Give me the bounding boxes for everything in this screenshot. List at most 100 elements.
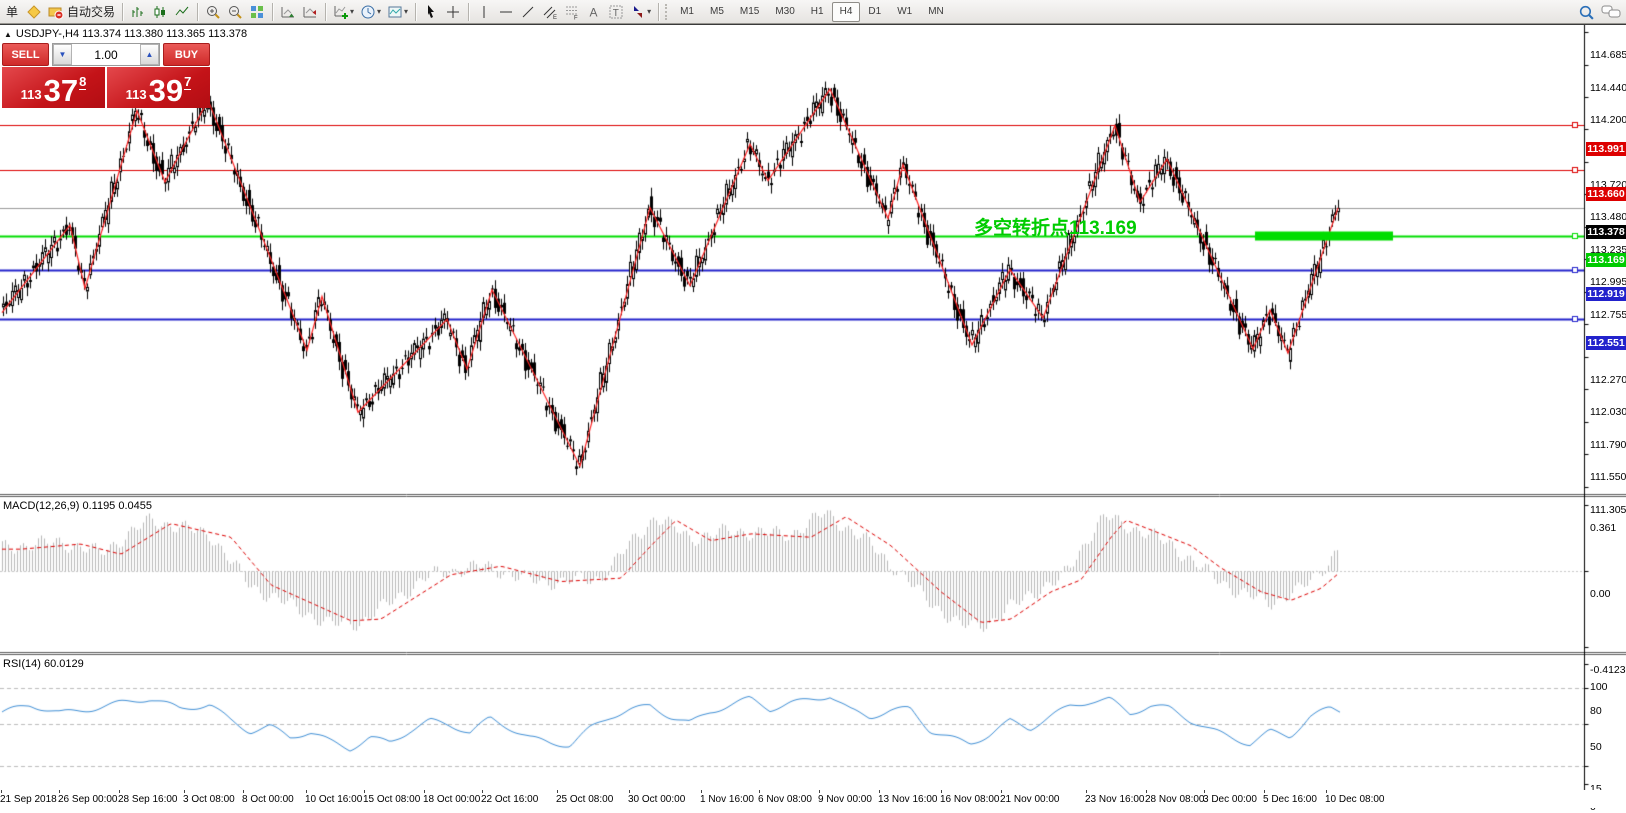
date-label: 9 Nov 00:00 — [818, 794, 872, 805]
chart-window: ▲ USDJPY-,H4 113.374 113.380 113.365 113.… — [0, 24, 1626, 813]
date-tick — [941, 790, 942, 793]
date-tick — [819, 790, 820, 793]
price-tick-label: 111.790 — [1590, 438, 1626, 451]
date-label: 3 Dec 00:00 — [1203, 794, 1257, 805]
date-tick — [424, 790, 425, 793]
date-label: 10 Dec 08:00 — [1325, 794, 1385, 805]
vertical-line-icon[interactable] — [473, 1, 495, 22]
zoom-out-icon[interactable] — [224, 1, 246, 22]
date-label: 1 Nov 16:00 — [700, 794, 754, 805]
date-label: 21 Sep 2018 — [0, 794, 57, 805]
sell-price-tile[interactable]: 113 37 8 — [2, 67, 105, 108]
search-icon[interactable] — [1575, 2, 1598, 23]
timeframe-button-mn[interactable]: MN — [928, 6, 944, 17]
timeframe-button-m15[interactable]: M15 — [739, 6, 760, 17]
date-label: 25 Oct 08:00 — [556, 794, 614, 805]
periods-button[interactable]: ▾ — [357, 1, 384, 22]
new-order-button[interactable]: 单 — [5, 5, 18, 19]
volume-decrease-button[interactable]: ▼ — [53, 44, 72, 65]
arrows-button[interactable]: ▾ — [627, 1, 654, 22]
date-label: 22 Oct 16:00 — [481, 794, 539, 805]
trendline-icon[interactable] — [517, 1, 539, 22]
date-tick — [759, 790, 760, 793]
buy-price-prefix: 113 — [125, 87, 147, 102]
date-tick — [306, 790, 307, 793]
price-tick-label: 112.755 — [1590, 308, 1626, 321]
price-tick-label: 112.030 — [1590, 406, 1626, 419]
price-tick-label: 112.270 — [1590, 374, 1626, 387]
date-label: 5 Dec 16:00 — [1263, 794, 1317, 805]
sell-button[interactable]: SELL — [2, 43, 49, 66]
line-chart-icon[interactable] — [171, 1, 193, 22]
price-chart-canvas[interactable] — [0, 25, 1626, 791]
date-label: 18 Oct 00:00 — [423, 794, 481, 805]
price-tick-label: 113.480 — [1590, 211, 1626, 224]
buy-price-tile[interactable]: 113 39 7 — [107, 67, 210, 108]
chart-title-text: USDJPY-,H4 113.374 113.380 113.365 113.3… — [15, 28, 248, 40]
toolbar-separator — [658, 2, 660, 21]
toolbar-separator — [122, 2, 124, 21]
zoom-in-icon[interactable] — [202, 1, 224, 22]
panel-collapse-icon[interactable]: ▲ — [4, 30, 12, 39]
indicators-button[interactable]: ▾ — [330, 1, 357, 22]
macd-indicator-label: MACD(12,26,9) 0.1195 0.0455 — [3, 500, 152, 512]
volume-increase-button[interactable]: ▲ — [140, 44, 159, 65]
timeframe-button-h1[interactable]: H1 — [810, 6, 824, 17]
price-tick-label: 111.305 — [1590, 504, 1626, 517]
volume-input[interactable] — [72, 44, 140, 65]
text-label-icon[interactable]: T — [605, 1, 627, 22]
rsi-indicator-label: RSI(14) 60.0129 — [3, 658, 84, 670]
date-tick — [1204, 790, 1205, 793]
gold-icon[interactable] — [23, 1, 45, 22]
date-tick — [482, 790, 483, 793]
timeframe-button-h4[interactable]: H4 — [831, 1, 861, 22]
sell-price-pip: 8 — [79, 74, 87, 90]
chevron-down-icon: ▾ — [647, 7, 652, 16]
macd-scale-label: 0.361 — [1590, 522, 1617, 535]
date-tick — [879, 790, 880, 793]
date-label: 26 Sep 00:00 — [58, 794, 118, 805]
auto-scroll-icon[interactable] — [277, 1, 299, 22]
buy-price-big: 39 — [148, 73, 184, 109]
cursor-icon[interactable] — [420, 1, 442, 22]
date-label: 3 Oct 08:00 — [183, 794, 235, 805]
text-icon[interactable]: A — [583, 1, 605, 22]
horizontal-line-icon[interactable] — [495, 1, 517, 22]
timeframe-button-m30[interactable]: M30 — [775, 6, 795, 17]
pivot-annotation[interactable]: 多空转折点113.169 — [974, 218, 1137, 239]
volume-stepper: ▼ ▲ — [52, 43, 160, 66]
price-tick-label: 114.200 — [1590, 114, 1626, 127]
macd-scale-label: 0.00 — [1590, 588, 1611, 601]
timeframe-button-w1[interactable]: W1 — [897, 6, 913, 17]
chart-shift-icon[interactable] — [299, 1, 321, 22]
level-price-badge: 113.169 — [1586, 253, 1626, 267]
autotrade-button[interactable]: 自动交易 — [45, 1, 118, 22]
level-price-badge: 112.551 — [1586, 336, 1626, 351]
date-axis[interactable]: 21 Sep 2018 26 Sep 00:00 28 Sep 16:00 3 Oct… — [0, 790, 1626, 808]
rsi-scale-label: 80 — [1590, 705, 1602, 718]
fibonacci-icon[interactable]: F — [561, 1, 583, 22]
date-label: 10 Oct 16:00 — [305, 794, 363, 805]
buy-button[interactable]: BUY — [163, 43, 210, 66]
svg-text:T: T — [613, 8, 619, 19]
chat-icon[interactable] — [1598, 2, 1624, 23]
date-tick — [184, 790, 185, 793]
candlestick-chart-icon[interactable] — [149, 1, 171, 22]
templates-button[interactable]: ▾ — [384, 1, 411, 22]
timeframe-button-m5[interactable]: M5 — [709, 6, 724, 17]
crosshair-icon[interactable] — [442, 1, 464, 22]
indicators-icon — [334, 5, 349, 19]
date-label: 8 Oct 00:00 — [242, 794, 294, 805]
price-tick-label: 114.440 — [1590, 81, 1626, 94]
bar-chart-icon[interactable] — [127, 1, 149, 22]
equidistant-channel-icon[interactable]: E — [539, 1, 561, 22]
timeframe-button-m1[interactable]: M1 — [680, 6, 694, 17]
date-tick — [701, 790, 702, 793]
date-label: 30 Oct 00:00 — [628, 794, 686, 805]
chevron-down-icon: ▾ — [377, 7, 382, 16]
date-label: 15 Oct 08:00 — [363, 794, 421, 805]
tile-windows-icon[interactable] — [246, 1, 268, 22]
chart-title: ▲ USDJPY-,H4 113.374 113.380 113.365 113.… — [4, 28, 247, 40]
timeframe-button-d1[interactable]: D1 — [868, 6, 882, 17]
date-label: 21 Nov 00:00 — [1000, 794, 1060, 805]
